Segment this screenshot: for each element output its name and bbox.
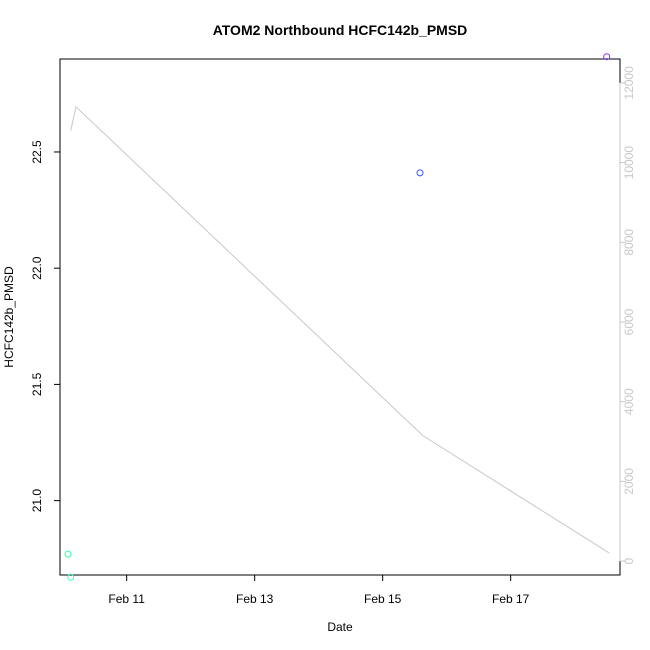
plot-frame — [59, 58, 621, 576]
y2-tick-label: 8000 — [622, 229, 636, 256]
secondary-series-line — [70, 105, 610, 554]
data-point-3 — [416, 169, 424, 177]
y-tick-label: 22.0 — [30, 256, 44, 280]
y2-tick-label: 12000 — [622, 66, 636, 100]
series-points-group — [64, 53, 611, 581]
y-tick-label: 21.5 — [30, 372, 44, 396]
x-axis-label: Date — [327, 620, 353, 634]
y2-tick-label: 0 — [622, 557, 636, 564]
y-tick-label: 21.0 — [30, 489, 44, 513]
x-tick-label: Feb 13 — [236, 592, 274, 606]
y-axis: 21.0 21.5 22.0 22.5 — [30, 140, 61, 513]
x-axis: Feb 11 Feb 13 Feb 15 Feb 17 — [108, 574, 530, 606]
y2-tick-label: 6000 — [622, 308, 636, 335]
data-point-2 — [67, 573, 75, 581]
x-tick-label: Feb 11 — [108, 592, 145, 606]
y2-tick-label: 10000 — [622, 146, 636, 180]
data-point-1 — [64, 550, 72, 558]
data-point-4 — [603, 53, 611, 61]
y2-tick-label: 4000 — [622, 388, 636, 415]
y-tick-label: 22.5 — [30, 140, 44, 164]
chart-title: ATOM2 Northbound HCFC142b_PMSD — [213, 22, 468, 38]
y-axis-label: HCFC142b_PMSD — [2, 266, 16, 368]
y2-axis: 0 2000 4000 6000 8000 10000 12000 — [619, 66, 636, 564]
series-line-group — [70, 105, 610, 554]
x-tick-label: Feb 17 — [492, 592, 530, 606]
y2-tick-label: 2000 — [622, 468, 636, 495]
x-tick-label: Feb 15 — [364, 592, 402, 606]
